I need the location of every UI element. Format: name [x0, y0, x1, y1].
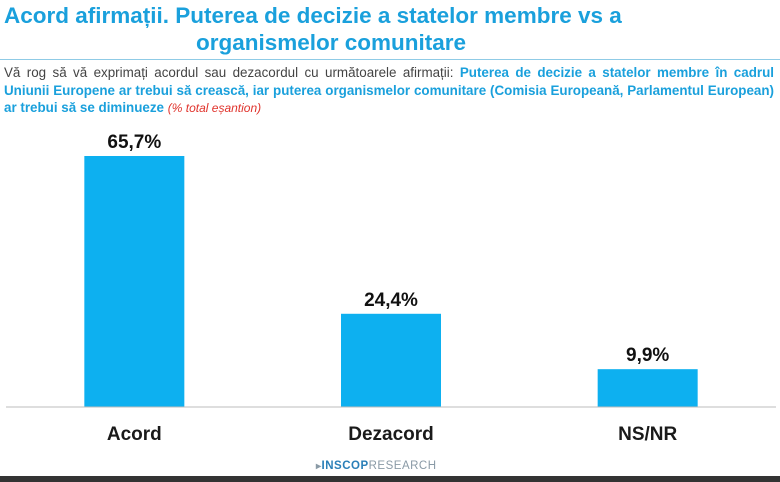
category-label: Dezacord — [348, 424, 434, 445]
data-label: 24,4% — [364, 290, 418, 311]
question-statement: Puterea de decizie a statelor membre în … — [4, 65, 774, 115]
bottom-bar — [0, 476, 780, 482]
sample-note: (% total eșantion) — [167, 101, 262, 115]
bar-acord — [84, 156, 185, 407]
data-label: 9,9% — [626, 345, 669, 366]
inscop-logo: ▸INSCOPRESEARCH — [316, 460, 437, 472]
question-intro: Vă rog să vă exprimați acordul sau dezac… — [4, 65, 454, 80]
chart-title-line-2: organismelor comunitare — [196, 30, 467, 55]
category-label: NS/NR — [618, 424, 677, 445]
data-label: 65,7% — [107, 132, 161, 153]
category-label: Acord — [107, 424, 162, 445]
title-divider — [0, 59, 780, 60]
logo-suffix: RESEARCH — [368, 460, 437, 472]
chart-title-line-1: Acord afirmații. Puterea de decizie a st… — [4, 3, 622, 28]
chart-title: Acord afirmații. Puterea de decizie a st… — [0, 2, 780, 56]
bar-group: 65,7% Acord 24,4% Dezacord 9,9% NS/NR — [84, 132, 698, 445]
logo-brand: INSCOP — [321, 460, 369, 472]
survey-question: Vă rog să vă exprimați acordul sau dezac… — [4, 64, 774, 118]
bar-ns-nr — [597, 369, 698, 407]
logo-mark-icon: ▸ — [316, 461, 322, 472]
bar-dezacord — [341, 313, 441, 407]
